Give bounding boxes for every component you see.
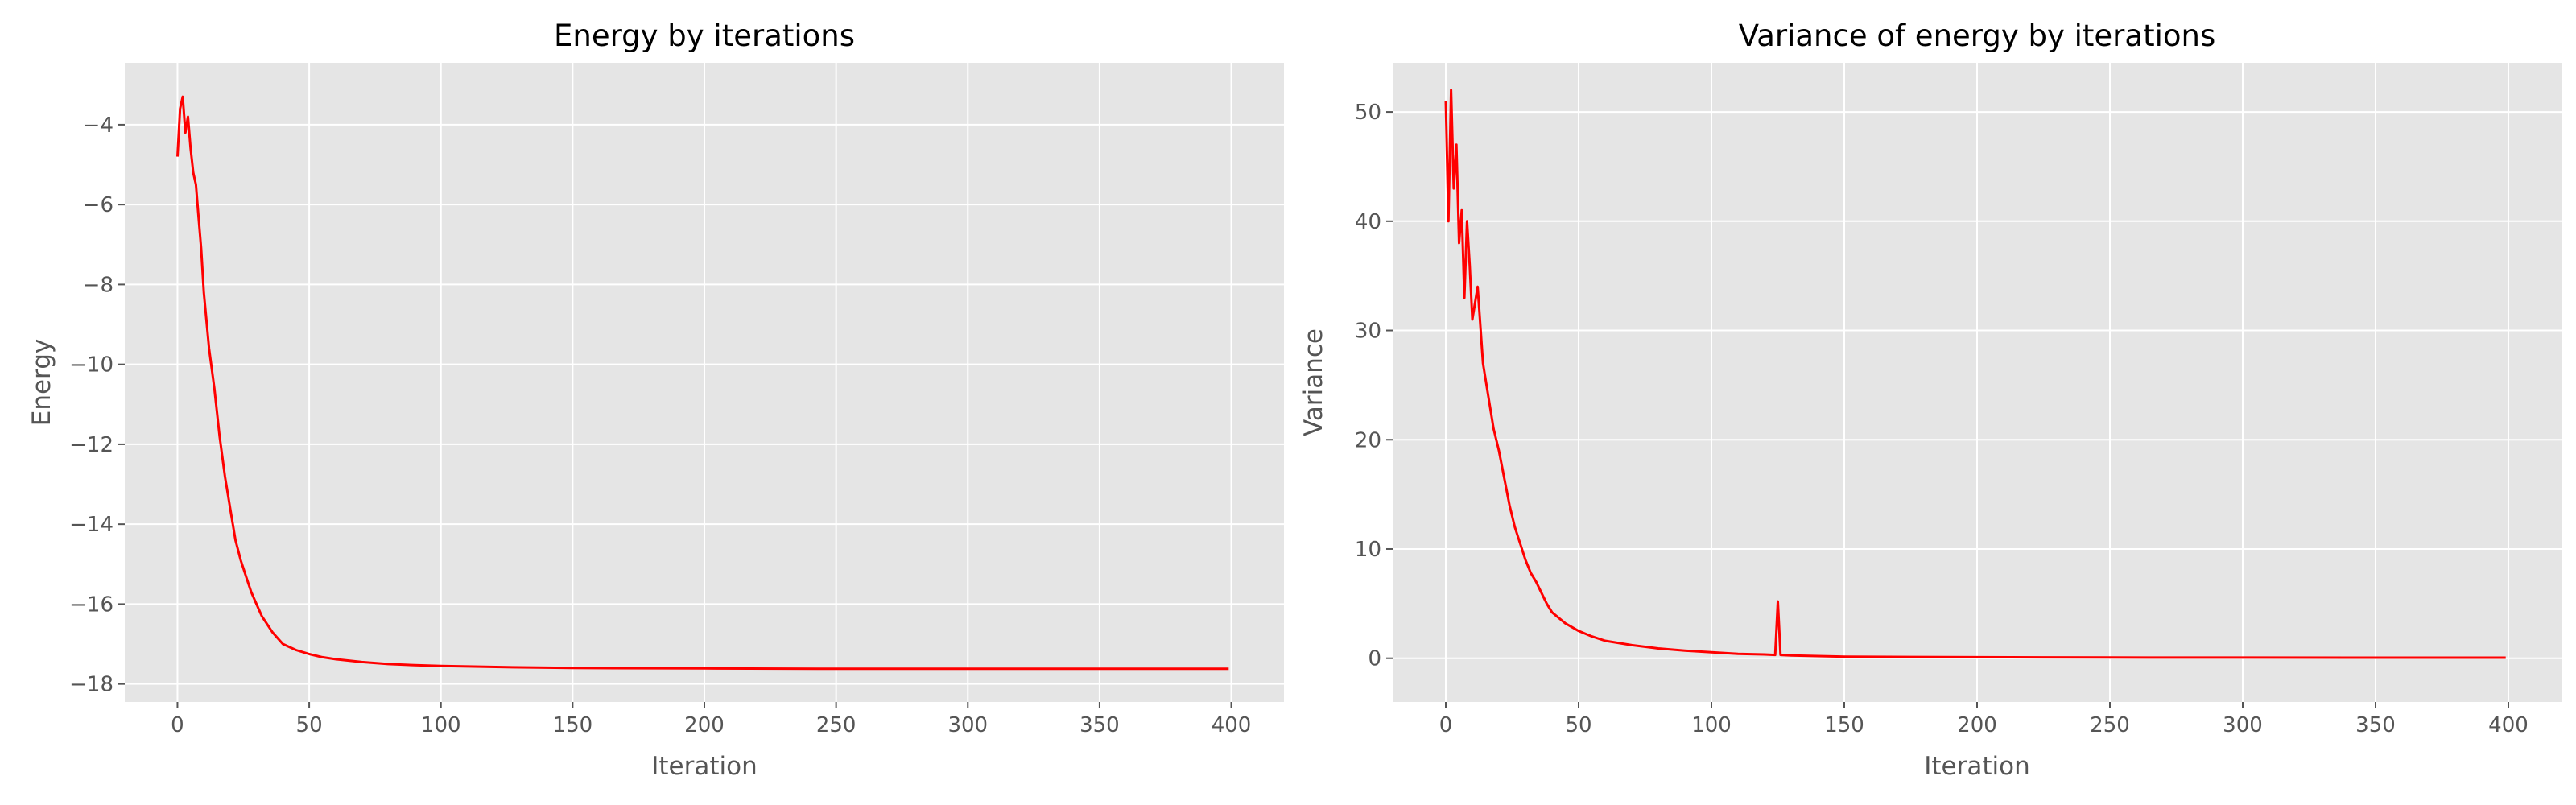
- y-tick-label: 30: [1355, 320, 1381, 344]
- y-tick-label: −8: [83, 273, 114, 297]
- x-tick-label: 50: [296, 713, 323, 737]
- variance-chart: 0 10 20 30 40 50 0 50 100 150 200 250 300 350 400 Var…: [1299, 19, 2562, 781]
- y-tick-label: 20: [1355, 428, 1381, 452]
- x-tick-label: 100: [1691, 713, 1732, 737]
- grid-lines: [125, 63, 1284, 702]
- x-tick-label: 250: [2090, 713, 2130, 737]
- x-tick-label: 100: [421, 713, 461, 737]
- energy-series-line: [176, 95, 1229, 671]
- x-tick-label: 350: [2355, 713, 2396, 737]
- x-tick-label: 0: [1439, 713, 1453, 737]
- y-ticks: −4 −6 −8 −10 −12 −14 −16 −18: [69, 114, 125, 697]
- x-tick-label: 200: [684, 713, 724, 737]
- y-tick-label: 10: [1355, 538, 1381, 562]
- y-tick-label: 40: [1355, 210, 1381, 234]
- x-ticks: 0 50 100 150 200 250 300 350 400: [171, 702, 1251, 737]
- energy-chart: −4 −6 −8 −10 −12 −14 −16 −18 0 50 100 150 200 250 300…: [27, 19, 1284, 781]
- y-axis-label: Variance: [1299, 328, 1328, 436]
- x-axis-label: Iteration: [1924, 752, 2030, 781]
- y-tick-label: −14: [69, 513, 114, 537]
- x-tick-label: 150: [1824, 713, 1864, 737]
- x-tick-label: 0: [171, 713, 184, 737]
- x-tick-label: 50: [1565, 713, 1591, 737]
- y-tick-label: 50: [1355, 101, 1381, 125]
- x-tick-label: 200: [1957, 713, 1997, 737]
- x-tick-label: 400: [2488, 713, 2529, 737]
- x-tick-label: 300: [947, 713, 988, 737]
- y-tick-label: −6: [83, 193, 114, 217]
- variance-series-line: [1444, 89, 2506, 659]
- y-tick-label: −10: [69, 353, 114, 378]
- y-tick-label: −12: [69, 433, 114, 457]
- y-tick-label: 0: [1368, 647, 1381, 671]
- y-ticks: 0 10 20 30 40 50: [1355, 101, 1393, 671]
- x-ticks: 0 50 100 150 200 250 300 350 400: [1439, 702, 2529, 737]
- x-tick-label: 300: [2223, 713, 2263, 737]
- x-tick-label: 250: [816, 713, 857, 737]
- x-tick-label: 150: [553, 713, 593, 737]
- chart-title: Variance of energy by iterations: [1739, 19, 2215, 53]
- x-tick-label: 400: [1212, 713, 1252, 737]
- x-axis-label: Iteration: [651, 752, 758, 781]
- y-tick-label: −4: [83, 114, 114, 138]
- y-axis-label: Energy: [27, 339, 56, 427]
- y-tick-label: −16: [69, 592, 114, 617]
- y-tick-label: −18: [69, 673, 114, 697]
- x-tick-label: 350: [1080, 713, 1120, 737]
- chart-title: Energy by iterations: [554, 19, 855, 53]
